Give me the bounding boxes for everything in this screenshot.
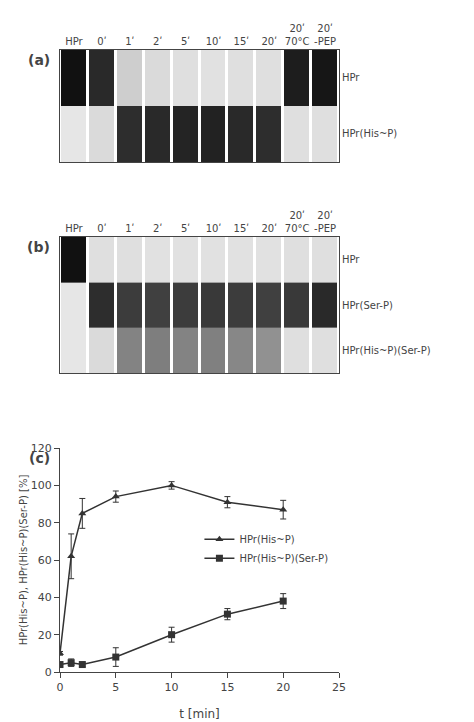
svg-text:5: 5 [112,681,119,694]
svg-text:15: 15 [220,681,234,694]
svg-text:20ʹ70°C: 20ʹ70°C [285,210,310,234]
svg-text:15ʹ: 15ʹ [234,223,250,234]
svg-text:(a): (a) [28,52,50,68]
svg-text:100: 100 [31,479,52,492]
svg-text:2ʹ: 2ʹ [153,36,162,47]
svg-text:20ʹ: 20ʹ [261,223,277,234]
svg-text:80: 80 [38,517,52,530]
svg-text:40: 40 [38,591,52,604]
svg-text:HPr: HPr [342,254,360,265]
svg-text:(c): (c) [29,450,50,466]
svg-text:0ʹ: 0ʹ [97,36,106,47]
svg-text:t [min]: t [min] [179,707,220,721]
svg-text:120: 120 [31,442,52,455]
svg-text:(b): (b) [27,239,50,255]
svg-text:2ʹ: 2ʹ [153,223,162,234]
svg-text:25: 25 [332,681,346,694]
svg-text:60: 60 [38,554,52,567]
svg-text:HPr(Ser-P): HPr(Ser-P) [342,300,393,311]
svg-text:HPr(His~P), HPr(His~P)(Ser-P): HPr(His~P), HPr(His~P)(Ser-P) [%] [18,475,29,646]
svg-text:20: 20 [38,629,52,642]
svg-text:HPr(His~P): HPr(His~P) [239,534,294,545]
svg-text:20ʹ-PEP: 20ʹ-PEP [314,23,336,47]
svg-text:HPr: HPr [65,223,83,234]
svg-text:HPr(His~P)(Ser-P): HPr(His~P)(Ser-P) [239,553,328,564]
svg-text:0: 0 [57,681,64,694]
svg-text:20ʹ-PEP: 20ʹ-PEP [314,210,336,234]
svg-text:1ʹ: 1ʹ [125,223,134,234]
svg-text:20: 20 [276,681,290,694]
svg-text:20ʹ: 20ʹ [261,36,277,47]
svg-text:5ʹ: 5ʹ [181,36,190,47]
svg-text:HPr: HPr [65,36,83,47]
svg-text:HPr(His~P)(Ser-P): HPr(His~P)(Ser-P) [342,345,431,356]
svg-text:15ʹ: 15ʹ [234,36,250,47]
svg-text:HPr(His~P): HPr(His~P) [342,128,397,139]
svg-text:10ʹ: 10ʹ [206,223,222,234]
svg-text:1ʹ: 1ʹ [125,36,134,47]
svg-text:5ʹ: 5ʹ [181,223,190,234]
svg-text:20ʹ70°C: 20ʹ70°C [285,23,310,47]
svg-text:10ʹ: 10ʹ [206,36,222,47]
svg-text:HPr: HPr [342,72,360,83]
svg-text:0: 0 [45,666,52,679]
svg-text:0ʹ: 0ʹ [97,223,106,234]
svg-text:10: 10 [165,681,179,694]
